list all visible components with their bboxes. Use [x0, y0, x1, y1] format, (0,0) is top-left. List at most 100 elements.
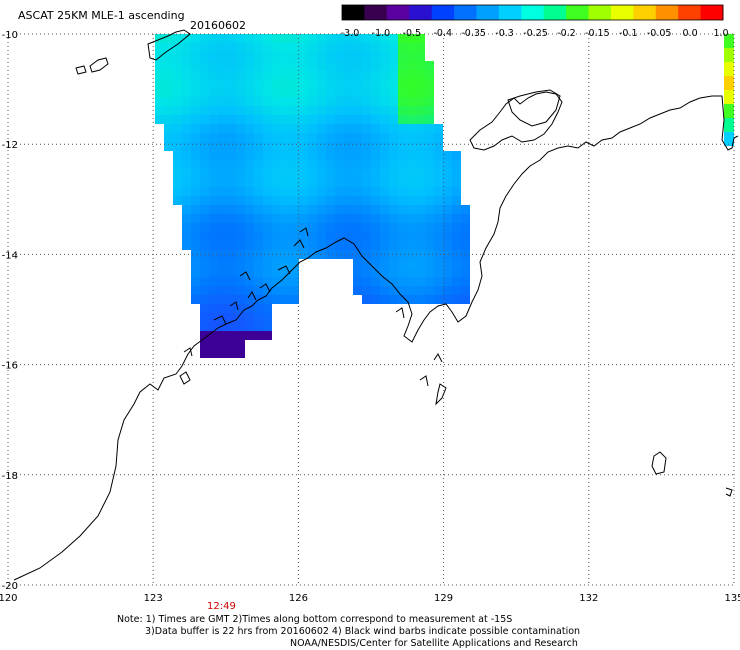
swath-cell: [724, 48, 734, 62]
swath-cell: [173, 169, 182, 178]
swath-cell: [299, 97, 308, 106]
swath-cell: [236, 286, 245, 295]
swath-cell: [290, 268, 299, 277]
swath-cell: [434, 268, 443, 277]
swath-cell: [371, 241, 380, 250]
swath-cell: [236, 322, 245, 331]
swath-cell: [407, 34, 416, 43]
swath-cell: [308, 196, 317, 205]
swath-cell: [425, 232, 434, 241]
swath-cell: [272, 34, 281, 43]
swath-cell: [344, 178, 353, 187]
colorbar-swatch: [409, 5, 433, 20]
swath-cell: [281, 79, 290, 88]
swath-cell: [299, 160, 308, 169]
swath-cell: [245, 313, 254, 322]
swath-cell: [191, 106, 200, 115]
swath-cell: [317, 142, 326, 151]
swath-cell: [308, 178, 317, 187]
swath-cell: [263, 61, 272, 70]
swath-cell: [407, 142, 416, 151]
swath-cell: [398, 259, 407, 268]
swath-cell: [281, 70, 290, 79]
swath-cell: [362, 160, 371, 169]
swath-cell: [389, 43, 398, 52]
swath-cell: [182, 97, 191, 106]
swath-cell: [245, 169, 254, 178]
swath-cell: [371, 205, 380, 214]
swath-cell: [425, 241, 434, 250]
swath-cell: [335, 142, 344, 151]
swath-cell: [461, 205, 470, 214]
swath-cell: [263, 241, 272, 250]
swath-cell: [236, 97, 245, 106]
swath-cell: [272, 196, 281, 205]
swath-cell: [200, 322, 209, 331]
swath-cell: [362, 259, 371, 268]
swath-cell: [299, 187, 308, 196]
swath-cell: [452, 151, 461, 160]
swath-cell: [200, 97, 209, 106]
swath-cell: [290, 142, 299, 151]
swath-cell: [317, 61, 326, 70]
swath-cell: [461, 286, 470, 295]
swath-cell: [236, 70, 245, 79]
swath-cell: [353, 61, 362, 70]
swath-cell: [344, 124, 353, 133]
swath-cell: [245, 61, 254, 70]
swath-cell: [362, 223, 371, 232]
swath-cell: [344, 97, 353, 106]
swath-cell: [425, 250, 434, 259]
swath-cell: [227, 331, 236, 340]
swath-cell: [227, 196, 236, 205]
swath-cell: [209, 187, 218, 196]
swath-cell: [299, 61, 308, 70]
swath-cell: [434, 187, 443, 196]
swath-cell: [236, 169, 245, 178]
swath-cell: [209, 106, 218, 115]
swath-cell: [335, 88, 344, 97]
swath-cell: [290, 187, 299, 196]
swath-cell: [434, 277, 443, 286]
swath-cell: [245, 142, 254, 151]
swath-cell: [371, 34, 380, 43]
swath-cell: [308, 142, 317, 151]
swath-cell: [281, 88, 290, 97]
swath-cell: [362, 241, 371, 250]
swath-cell: [263, 79, 272, 88]
swath-cell: [191, 286, 200, 295]
swath-cell: [326, 232, 335, 241]
swath-cell: [245, 34, 254, 43]
swath-cell: [218, 250, 227, 259]
swath-cell: [200, 259, 209, 268]
swath-cell: [398, 232, 407, 241]
swath-cell: [218, 133, 227, 142]
swath-cell: [200, 304, 209, 313]
swath-cell: [209, 277, 218, 286]
swath-cell: [317, 178, 326, 187]
swath-cell: [209, 250, 218, 259]
swath-cell: [209, 322, 218, 331]
swath-cell: [398, 151, 407, 160]
swath-cell: [362, 79, 371, 88]
swath-cell: [236, 340, 245, 349]
swath-cell: [398, 43, 407, 52]
swath-cell: [353, 205, 362, 214]
swath-cell: [407, 79, 416, 88]
swath-cell: [380, 241, 389, 250]
swath-cell: [227, 349, 236, 358]
swath-cell: [389, 79, 398, 88]
swath-cell: [254, 169, 263, 178]
swath-cell: [724, 62, 734, 76]
swath-cell: [299, 250, 308, 259]
colorbar-swatch: [700, 5, 724, 20]
swath-cell: [452, 178, 461, 187]
swath-cell: [362, 133, 371, 142]
swath-cell: [452, 169, 461, 178]
swath-cell: [281, 205, 290, 214]
swath-cell: [182, 79, 191, 88]
swath-cell: [380, 97, 389, 106]
swath-cell: [254, 178, 263, 187]
swath-cell: [272, 268, 281, 277]
swath-cell: [353, 115, 362, 124]
